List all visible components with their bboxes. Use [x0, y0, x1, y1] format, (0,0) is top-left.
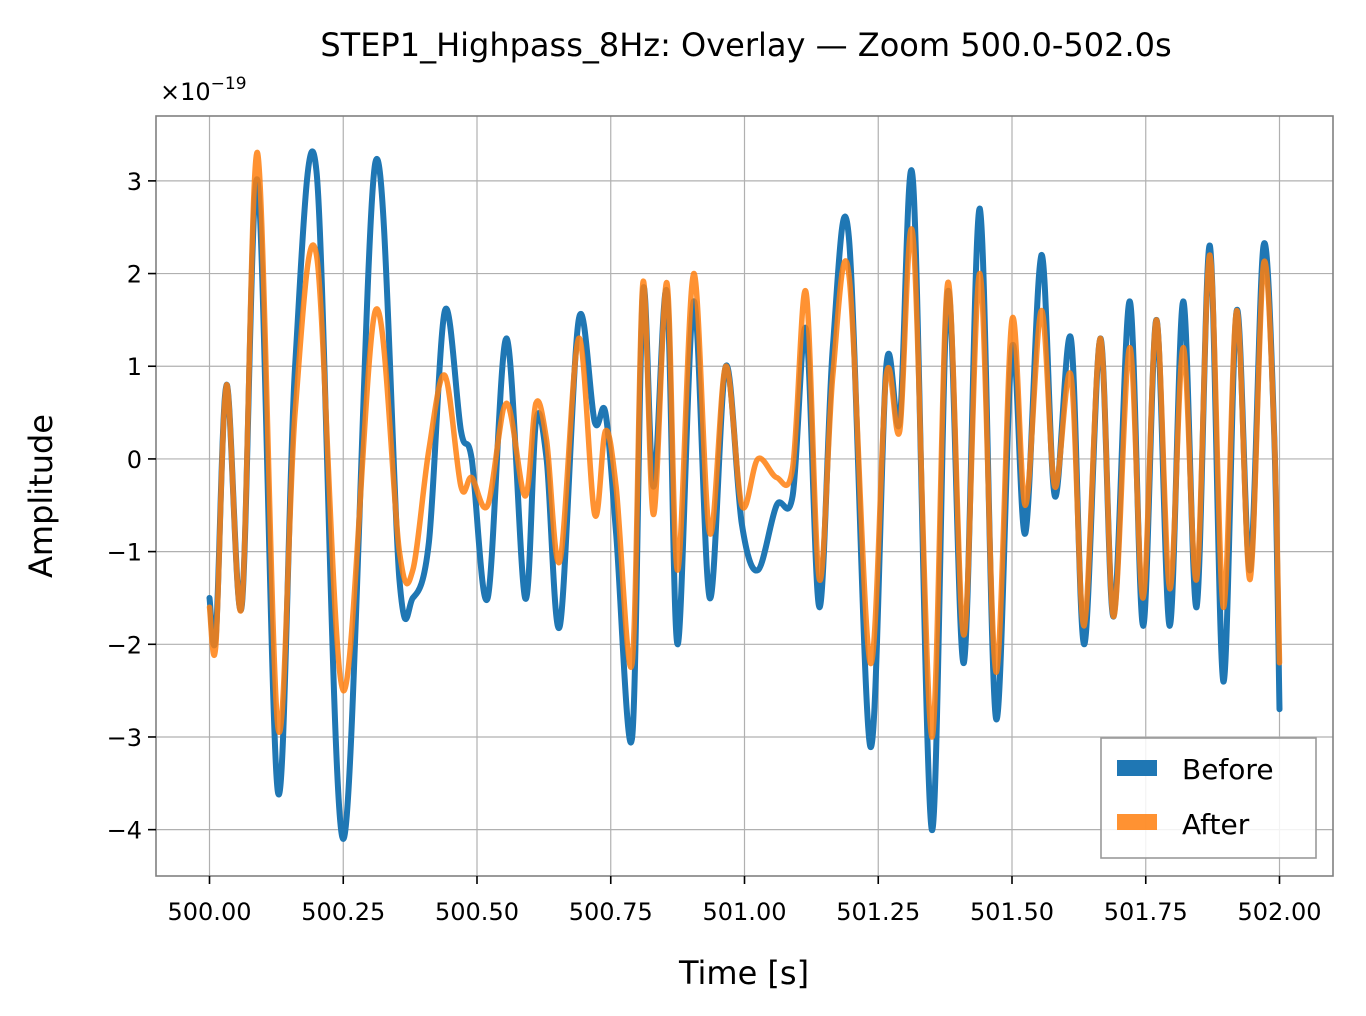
- y-tick-label: 0: [127, 446, 142, 474]
- y-axis-ticks: −4 −3 −2 −1 0 1 2 3: [107, 168, 156, 845]
- x-tick-label: 501.75: [1104, 898, 1188, 926]
- series-layer: [206, 148, 1283, 842]
- y-tick-label: −4: [107, 817, 142, 845]
- x-tick-label: 500.25: [301, 898, 385, 926]
- x-tick-label: 501.50: [970, 898, 1054, 926]
- legend-label-after: After: [1182, 808, 1250, 841]
- y-tick-label: 3: [127, 168, 142, 196]
- legend: Before After: [1100, 737, 1317, 859]
- y-tick-label: −2: [107, 631, 142, 659]
- x-tick-label: 502.00: [1238, 898, 1322, 926]
- series-line-after: [206, 150, 1283, 740]
- x-tick-label: 501.00: [703, 898, 787, 926]
- chart-title: STEP1_Highpass_8Hz: Overlay — Zoom 500.0…: [320, 26, 1171, 64]
- y-tick-label: −1: [107, 539, 142, 567]
- y-axis-offset-exponent: −19: [211, 74, 247, 94]
- y-tick-label: −3: [107, 724, 142, 752]
- legend-swatch-before: [1117, 760, 1157, 776]
- x-tick-label: 501.25: [836, 898, 920, 926]
- x-axis-title: Time [s]: [678, 954, 809, 992]
- y-tick-label: 2: [127, 261, 142, 289]
- x-tick-label: 500.00: [168, 898, 252, 926]
- legend-box: [1100, 737, 1317, 859]
- y-axis-offset-label: ×10−19: [160, 74, 247, 106]
- x-axis-ticks: 500.00 500.25 500.50 500.75 501.00 501.25 501.…: [168, 876, 1322, 926]
- legend-swatch-after: [1117, 814, 1157, 830]
- y-tick-label: 1: [127, 353, 142, 381]
- x-tick-label: 500.75: [569, 898, 653, 926]
- x-tick-label: 500.50: [435, 898, 519, 926]
- legend-label-before: Before: [1182, 753, 1274, 786]
- y-axis-title: Amplitude: [22, 414, 60, 578]
- y-axis-offset-base: ×10: [160, 78, 211, 106]
